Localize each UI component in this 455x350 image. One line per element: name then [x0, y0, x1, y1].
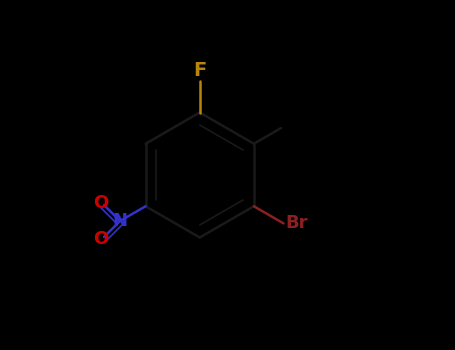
Text: Br: Br: [285, 215, 308, 232]
Text: O: O: [93, 194, 108, 212]
Text: N: N: [112, 212, 127, 230]
Text: O: O: [93, 230, 108, 248]
Text: F: F: [193, 61, 207, 79]
